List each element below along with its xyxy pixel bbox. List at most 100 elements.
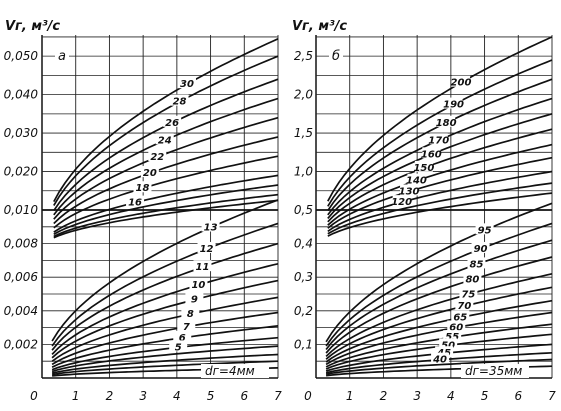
- x-tick-label: 1: [346, 389, 354, 403]
- x-tick-label: 6: [514, 389, 522, 403]
- x-tick-label: 7: [548, 389, 556, 403]
- curve-label-bg: [447, 320, 466, 332]
- upper-curve-label: 200: [451, 78, 472, 89]
- curve-label-bg: [155, 133, 174, 145]
- lower-curve: [51, 336, 279, 371]
- lower-curve-label: 40: [432, 355, 447, 366]
- note-bg: [201, 364, 269, 378]
- upper-curve-label: 180: [436, 118, 457, 129]
- upper-curve: [327, 156, 553, 229]
- x-tick-label: 2: [380, 389, 388, 403]
- upper-curve-label: 30: [180, 79, 194, 90]
- upper-curve: [327, 36, 553, 202]
- y-tick-label: 1,5: [294, 126, 313, 140]
- lower-curve-label: 90: [474, 244, 488, 255]
- panel-label-bg: [329, 48, 343, 63]
- lower-curve: [325, 311, 553, 366]
- upper-curve: [53, 136, 279, 225]
- lower-curve-label: 80: [465, 275, 479, 286]
- diameter-note: dг=35мм: [465, 364, 522, 378]
- y-tick-label: 0,1: [294, 337, 313, 351]
- curve-label-bg: [451, 75, 470, 87]
- curve-label-bg: [451, 310, 470, 322]
- upper-curve-label: 160: [421, 149, 442, 160]
- curve-label-bg: [177, 319, 196, 331]
- curve-label-bg: [197, 241, 216, 253]
- curve-label-bg: [189, 277, 208, 289]
- curve-label-bg: [170, 94, 189, 106]
- curve-label-bg: [163, 115, 182, 127]
- upper-curve-label: 26: [165, 118, 179, 129]
- lower-curve: [51, 262, 279, 355]
- curve-label-bg: [414, 160, 433, 172]
- upper-curve-label: 190: [443, 100, 464, 111]
- lower-curve: [51, 345, 279, 373]
- y-tick-label: 0,002: [4, 337, 38, 351]
- upper-curve: [53, 174, 279, 233]
- y-axis-label: Vг, м³/с: [292, 19, 347, 34]
- lower-curve: [325, 222, 553, 347]
- lower-curve: [325, 286, 553, 360]
- x-tick-label: 3: [139, 389, 147, 403]
- lower-curve: [51, 353, 279, 374]
- curve-label-bg: [467, 257, 486, 269]
- note-bg: [461, 364, 529, 378]
- upper-curve: [327, 143, 553, 226]
- curve-label-bg: [439, 338, 458, 350]
- lower-curve-label: 10: [191, 280, 205, 291]
- curve-label-bg: [181, 307, 200, 319]
- curve-label-bg: [455, 299, 474, 311]
- lower-curve-label: 11: [196, 262, 210, 273]
- upper-curve: [327, 128, 553, 223]
- lower-curve-label: 12: [200, 244, 214, 255]
- curve-label-bg: [444, 97, 463, 109]
- y-tick-label: 0,2: [294, 304, 313, 318]
- x-tick-label: 2: [106, 389, 114, 403]
- curve-label-bg: [471, 241, 490, 253]
- y-tick-label: 0,010: [4, 203, 39, 217]
- lower-curve-label: 85: [470, 259, 484, 270]
- upper-curve: [327, 170, 553, 233]
- curve-label-bg: [422, 147, 441, 159]
- lower-curve-label: 50: [441, 340, 455, 351]
- curve-label-bg: [169, 340, 188, 352]
- lower-curve-label: 6: [179, 333, 186, 344]
- curve-label-bg: [459, 287, 478, 299]
- lower-curve: [51, 242, 279, 351]
- lower-curve: [51, 325, 279, 368]
- y-tick-label: 0,040: [4, 88, 39, 102]
- upper-curve: [53, 155, 279, 229]
- y-tick-label: 0,008: [4, 237, 39, 251]
- lower-curve: [325, 299, 553, 363]
- lower-curve: [51, 199, 279, 342]
- upper-curve-label: 28: [173, 97, 187, 108]
- curve-label-bg: [463, 272, 482, 284]
- panel-a: 0,002 0,004 0,006 0,008 0,010 0,020 0,030 0,040…: [4, 19, 283, 403]
- y-tick-label: 0,5: [294, 203, 313, 217]
- y-tick-label: 0,020: [4, 165, 39, 179]
- lower-curve: [51, 222, 279, 347]
- upper-curve-label: 24: [158, 135, 172, 146]
- curve-label-bg: [407, 173, 426, 185]
- upper-curve: [327, 192, 553, 237]
- lower-curve-label: 8: [187, 309, 194, 320]
- upper-curve-label: 170: [428, 135, 449, 146]
- curve-label-bg: [429, 133, 448, 145]
- upper-curve: [53, 193, 279, 238]
- y-tick-label: 0,050: [4, 49, 39, 63]
- curve-label-bg: [431, 352, 450, 364]
- curve-label-bg: [133, 181, 152, 193]
- curve-label-bg: [185, 292, 204, 304]
- x-tick-label: 7: [274, 389, 282, 403]
- x-tick-label: 6: [240, 389, 248, 403]
- curve-label-bg: [201, 220, 220, 232]
- upper-curve-label: 150: [413, 163, 434, 174]
- diameter-note: dг=4мм: [205, 364, 255, 378]
- x-tick-label: 5: [207, 389, 215, 403]
- upper-curve: [53, 184, 279, 236]
- panel-b: 0,1 0,2 0,3 0,4 0,5 1,0 1,5 2,0 2,5 0 1 2 3 4 5 6 7 200 19…: [292, 19, 556, 403]
- lower-curve-label: 70: [457, 301, 471, 312]
- upper-curve: [53, 199, 279, 239]
- lower-curve: [51, 279, 279, 359]
- upper-curve: [53, 55, 279, 206]
